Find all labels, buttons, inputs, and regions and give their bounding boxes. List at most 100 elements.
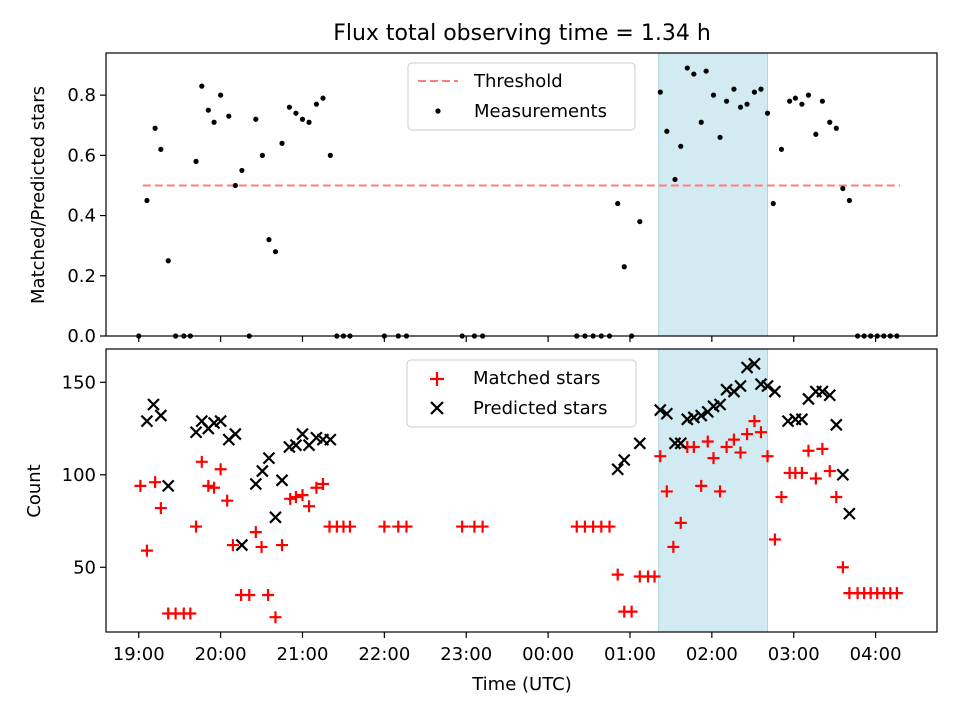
y-tick-label: 0.8 (67, 85, 96, 106)
measurement-point (272, 249, 279, 255)
measurement-point (144, 197, 150, 204)
predicted-star-point (781, 414, 795, 428)
measurement-point (266, 237, 272, 243)
top-panel-span (658, 52, 769, 337)
bottom-panel-predicted (140, 357, 856, 552)
predicted-star-point (734, 379, 747, 393)
predicted-star-point (720, 383, 733, 396)
measurement-point (152, 125, 158, 131)
predicted-star-point (653, 403, 667, 417)
predicted-star-point (843, 507, 856, 520)
measurement-point (813, 131, 819, 137)
matched-star-point (243, 589, 256, 602)
predicted-star-point (214, 414, 227, 428)
predicted-star-point (713, 398, 727, 411)
top-panel-y-label: Matched/Predicted stars (28, 86, 49, 304)
measurement-point (253, 116, 259, 122)
matched-star-point (654, 450, 667, 463)
measurement-point (703, 68, 709, 74)
matched-star-point (214, 463, 227, 476)
x-tick-label: 00:00 (522, 644, 574, 665)
measurement-point (637, 218, 643, 225)
matched-star-point (727, 433, 740, 446)
measurement-point (787, 98, 793, 104)
measurement-point (299, 116, 306, 122)
measurement-point (621, 264, 627, 270)
measurement-point (259, 152, 265, 158)
measurement-point (805, 92, 812, 98)
measurement-point (778, 146, 785, 152)
measurement-point (737, 104, 744, 110)
predicted-star-point (687, 411, 701, 424)
matched-star-point (226, 539, 239, 552)
matched-star-point (720, 441, 733, 454)
measurement-point (751, 89, 758, 95)
legend-measurements-swatch (435, 108, 441, 114)
measurement-point (723, 98, 730, 104)
legend-measurements-label: Measurements (474, 101, 607, 122)
matched-star-point (303, 500, 316, 513)
measurement-point (678, 143, 684, 149)
matched-star-point (296, 489, 309, 502)
predicted-star-point (256, 464, 269, 478)
measurement-point (279, 140, 285, 146)
x-tick-label: 04:00 (850, 644, 902, 665)
matched-star-point (625, 605, 638, 618)
matched-star-point (802, 444, 815, 457)
matched-star-point (149, 476, 162, 489)
measurement-point (306, 119, 312, 125)
predicted-star-point (836, 468, 850, 482)
predicted-star-point (229, 427, 242, 441)
x-tick-label: 02:00 (686, 644, 738, 665)
predicted-star-point (761, 379, 774, 393)
matched-star-point (754, 426, 767, 439)
measurement-point (833, 125, 839, 131)
measurement-point (758, 86, 764, 92)
y-tick-label: 100 (62, 465, 96, 486)
x-tick-label: 03:00 (768, 644, 820, 665)
x-tick-label: 01:00 (604, 644, 656, 665)
predicted-star-point (660, 407, 674, 421)
x-tick-label: 23:00 (440, 644, 492, 665)
legend-predicted-label: Predicted stars (473, 398, 607, 419)
matched-star-point (816, 442, 829, 455)
matched-star-point (190, 520, 203, 533)
measurement-point (193, 158, 199, 164)
x-tick-label: 19:00 (113, 644, 165, 665)
bottom-panel-matched (134, 415, 903, 624)
predicted-star-point (289, 438, 303, 452)
y-tick-label: 0.4 (67, 206, 96, 227)
top-panel-legend: Threshold Measurements (407, 62, 636, 131)
matched-star-point (748, 415, 761, 428)
bottom-panel-y-label: Count (24, 464, 45, 517)
measurement-point (664, 128, 670, 134)
matched-star-point (134, 479, 147, 492)
measurement-point (320, 95, 326, 101)
bottom-panel-span (658, 348, 769, 633)
top-legend-box (407, 62, 636, 131)
matched-star-point (667, 540, 680, 553)
matched-star-point (695, 479, 708, 492)
y-tick-label: 0.2 (67, 266, 96, 287)
matched-star-point (890, 587, 903, 600)
top-panel-frame (105, 52, 938, 337)
matched-star-point (603, 520, 616, 533)
matched-star-point (707, 452, 720, 465)
matched-star-point (734, 446, 747, 459)
measurement-point (615, 200, 621, 207)
predicted-star-point (694, 409, 708, 422)
measurement-point (698, 119, 704, 125)
measurement-point (764, 110, 771, 116)
legend-threshold-label: Threshold (473, 71, 563, 92)
matched-star-point (830, 490, 843, 503)
matched-star-point (836, 561, 849, 574)
measurement-point (819, 98, 825, 104)
matched-star-point (476, 520, 489, 533)
measurement-point (731, 86, 737, 92)
predicted-star-point (633, 437, 647, 450)
predicted-star-point (275, 474, 289, 487)
y-tick-label: 150 (62, 372, 96, 393)
predicted-star-point (154, 409, 168, 422)
matched-star-point (823, 465, 836, 478)
chart-title: Flux total observing time = 1.34 h (333, 21, 711, 46)
